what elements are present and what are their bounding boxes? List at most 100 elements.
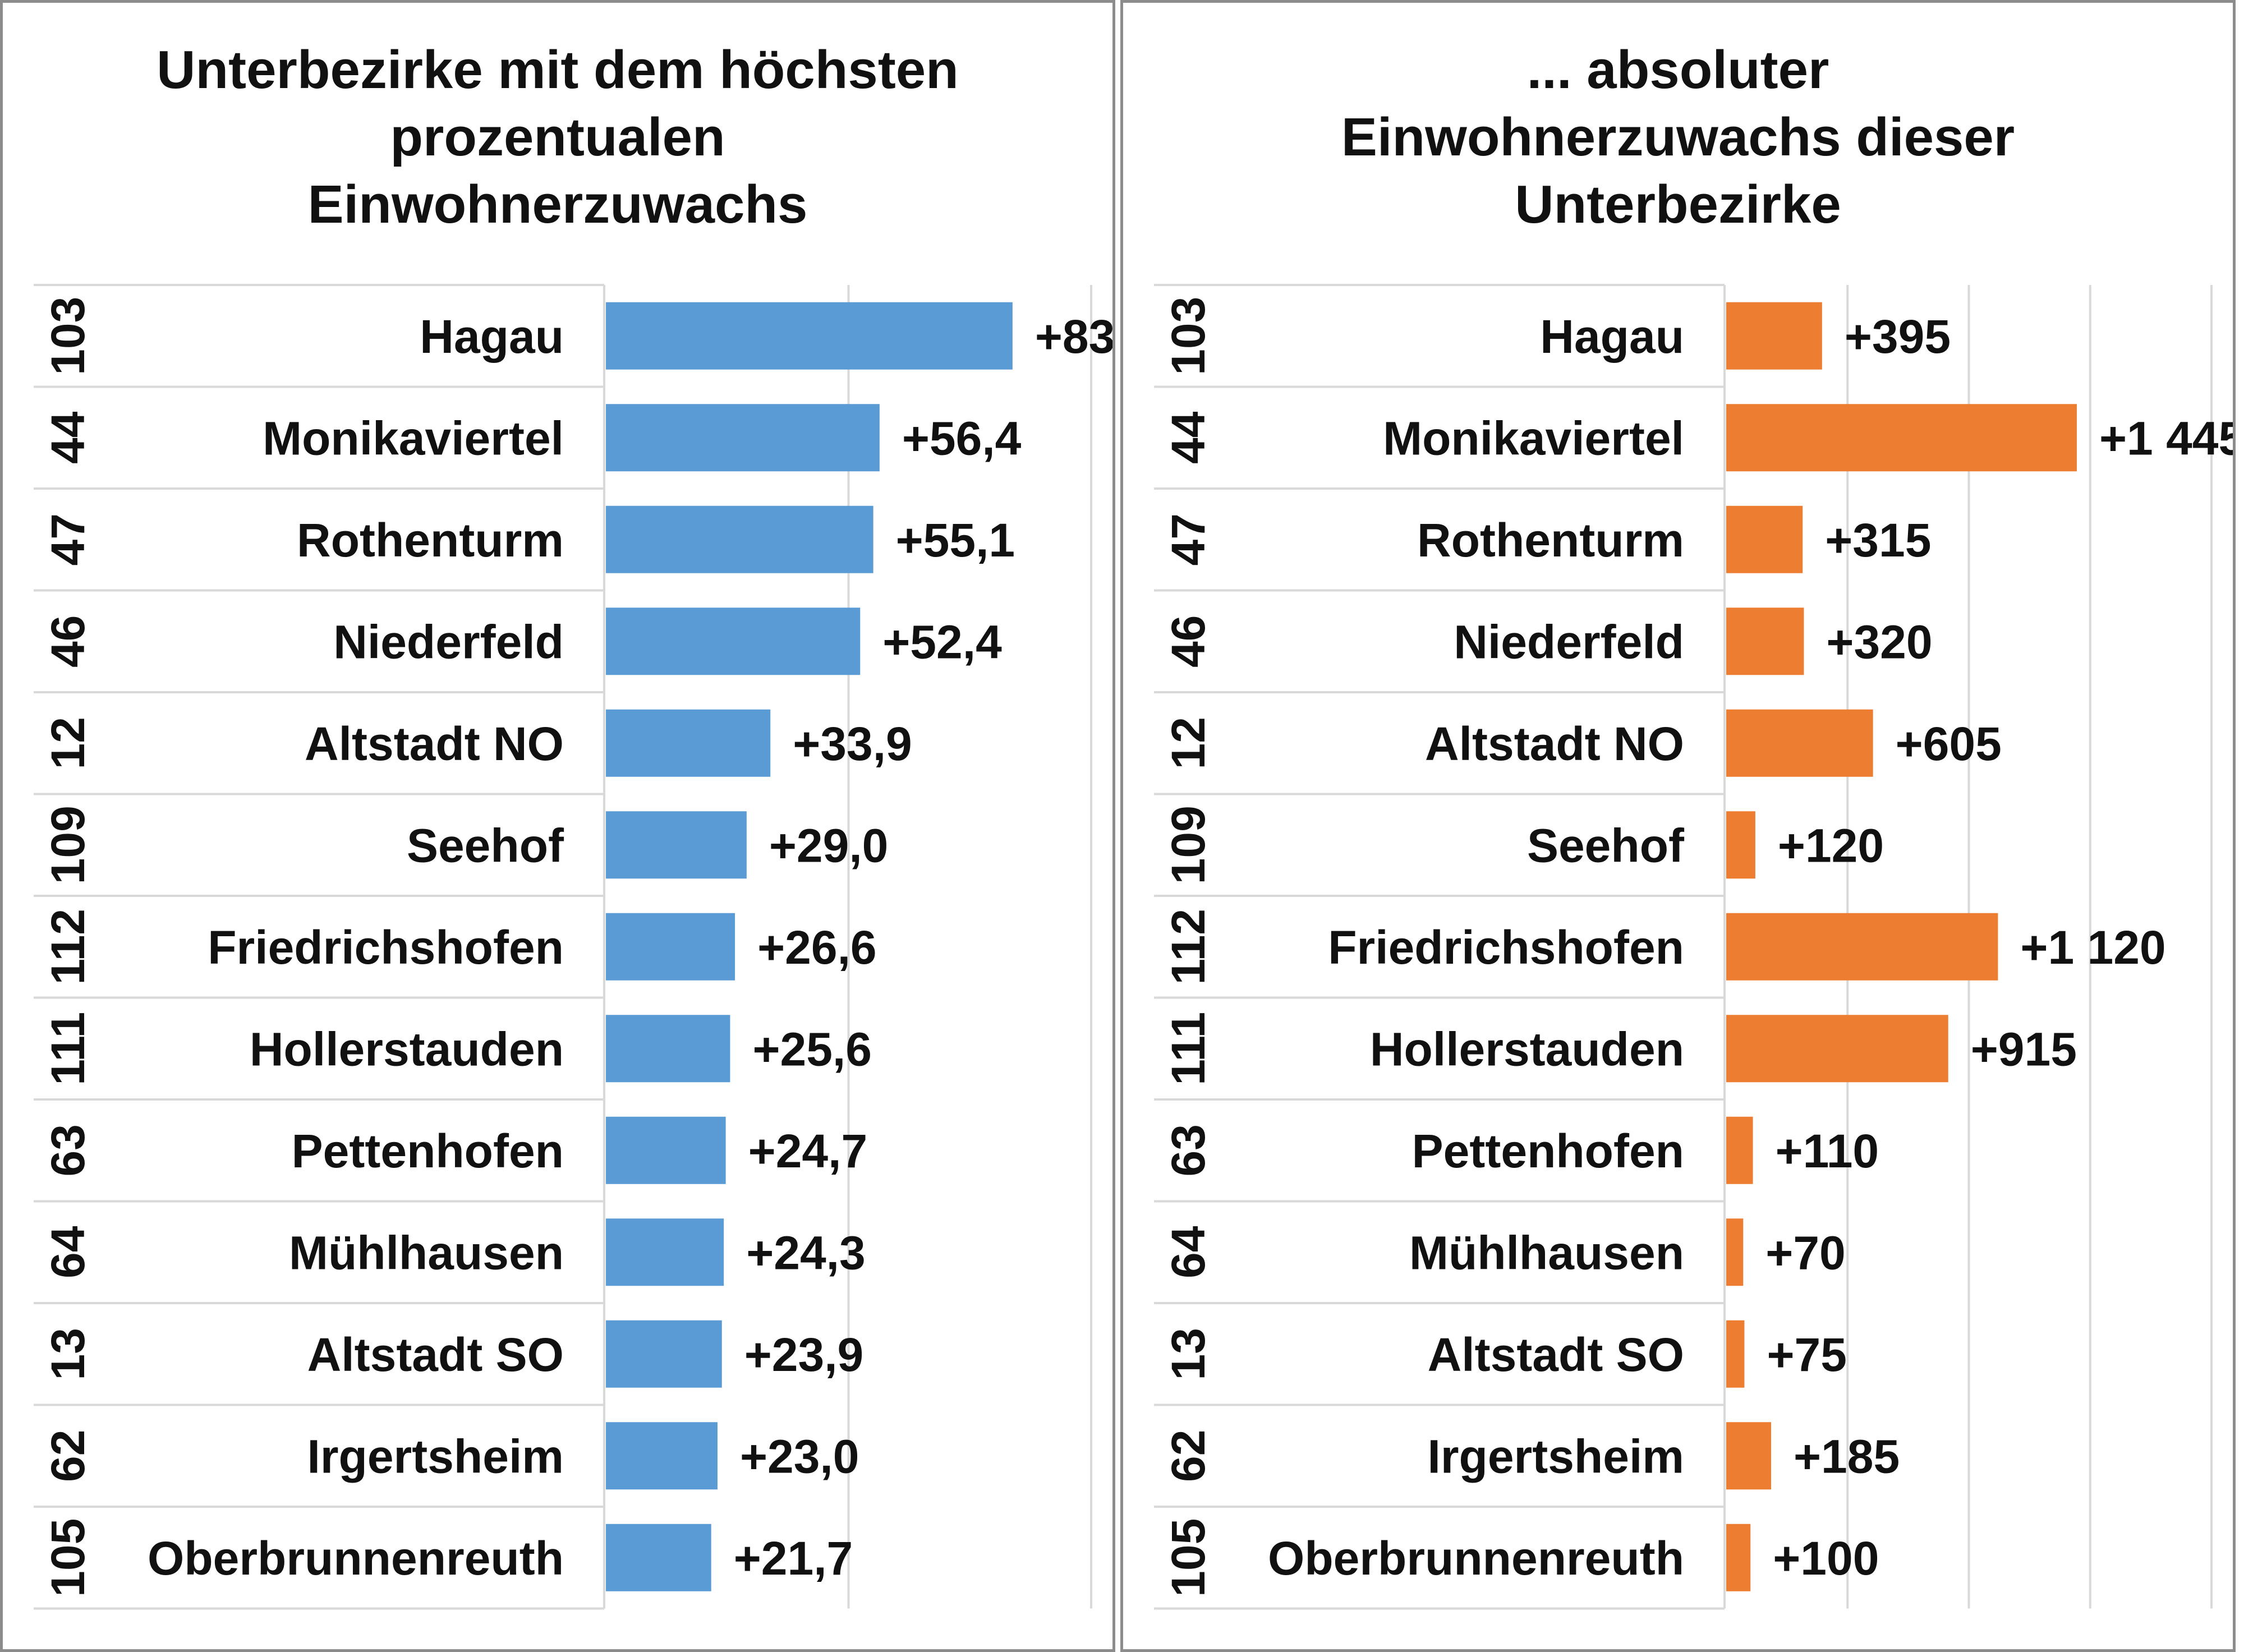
bar (606, 1218, 724, 1286)
district-code: 63 (1162, 1124, 1215, 1176)
bar (606, 811, 747, 879)
category-label: Seehof (1527, 819, 1685, 872)
district-code: 64 (1162, 1226, 1215, 1278)
district-code: 112 (42, 909, 94, 985)
district-code: 47 (42, 513, 94, 565)
district-code: 109 (1162, 806, 1215, 884)
data-label: +185 (1794, 1430, 1900, 1483)
bar (606, 1524, 711, 1591)
district-code: 13 (42, 1328, 94, 1380)
data-label: +110 (1776, 1125, 1879, 1177)
bar (1726, 1422, 1772, 1490)
category-label: Monikaviertel (1383, 412, 1684, 464)
district-code: 47 (1162, 513, 1215, 565)
category-label: Hollerstauden (250, 1023, 564, 1075)
bar (606, 1422, 718, 1490)
bar (606, 709, 771, 777)
category-label: Pettenhofen (292, 1125, 564, 1177)
district-code: 46 (1162, 615, 1215, 668)
category-label: Irgertsheim (307, 1430, 564, 1483)
category-label: Altstadt SO (307, 1328, 564, 1381)
bar (606, 608, 861, 675)
bar (606, 1015, 730, 1083)
data-label: +915 (1971, 1023, 2077, 1075)
district-code: 111 (42, 1012, 94, 1085)
data-label: +120 (1778, 819, 1884, 872)
bar (1726, 302, 1822, 370)
category-label: Altstadt SO (1428, 1328, 1684, 1381)
bar (1726, 811, 1755, 879)
bar (1726, 404, 2077, 472)
chart-panel-absolute: ... absoluter Einwohnerzuwachs dieser Un… (1120, 0, 2236, 1652)
bar (1726, 1218, 1744, 1286)
category-label: Monikaviertel (263, 412, 564, 464)
bar (1726, 1015, 1948, 1083)
bar (606, 404, 880, 472)
bar (1726, 1524, 1751, 1591)
data-label: +395 (1845, 310, 1951, 363)
category-label: Altstadt NO (305, 717, 564, 770)
category-label: Oberbrunnenreuth (1268, 1532, 1684, 1585)
data-label: +25,6 (752, 1023, 872, 1075)
category-label: Mühlhausen (289, 1226, 564, 1279)
district-code: 105 (42, 1518, 94, 1597)
bar (606, 1116, 726, 1184)
chart-title: ... absoluter Einwohnerzuwachs dieser Un… (1341, 40, 2015, 234)
bar (1726, 1116, 1753, 1184)
data-label: +320 (1826, 615, 1932, 668)
district-code: 64 (42, 1226, 94, 1278)
data-label: +315 (1825, 514, 1931, 567)
bar (1726, 505, 1803, 573)
district-code: 109 (42, 806, 94, 884)
bar (1726, 1320, 1745, 1388)
data-label: +55,1 (896, 514, 1015, 567)
data-label: +100 (1773, 1532, 1879, 1585)
district-code: 44 (1162, 411, 1215, 464)
district-code: 12 (1162, 717, 1215, 769)
bar (606, 302, 1013, 370)
district-code: 62 (42, 1430, 94, 1482)
district-code: 112 (1162, 909, 1215, 985)
district-code: 103 (42, 297, 94, 375)
bar (1726, 913, 1998, 981)
absolute-growth-chart: 103 Hagau +395 44 Monikaviertel +1 445 47 Rothe… (1154, 284, 2233, 1610)
chart-panel-percent: Unterbezirke mit dem höchsten prozentual… (0, 0, 1115, 1652)
data-label: +21,7 (734, 1532, 853, 1585)
category-label: Irgertsheim (1428, 1430, 1685, 1483)
data-label: +56,4 (902, 412, 1022, 464)
bar (606, 505, 873, 573)
bar (606, 913, 735, 981)
category-label: Hagau (420, 310, 564, 363)
data-label: +33,9 (793, 717, 912, 770)
percent-growth-chart: 103 Hagau +83,8 44 Monikaviertel +56,4 47 Rothe… (34, 284, 1112, 1610)
category-label: Seehof (407, 819, 564, 872)
category-label: Oberbrunnenreuth (148, 1532, 564, 1585)
data-label: +83,8 (1035, 310, 1112, 363)
category-label: Friedrichshofen (1328, 921, 1684, 974)
category-label: Niederfeld (333, 615, 564, 668)
district-code: 111 (1162, 1012, 1215, 1085)
data-label: +75 (1767, 1328, 1847, 1381)
data-label: +23,9 (744, 1328, 864, 1381)
district-code: 13 (1162, 1328, 1215, 1380)
district-code: 12 (42, 717, 94, 769)
data-label: +1 120 (2020, 921, 2165, 974)
bar (1726, 608, 1804, 675)
district-code: 62 (1162, 1430, 1215, 1482)
category-label: Hollerstauden (1370, 1023, 1684, 1075)
category-label: Hagau (1540, 310, 1684, 363)
district-code: 63 (42, 1124, 94, 1176)
district-code: 46 (42, 615, 94, 668)
bar (1726, 709, 1873, 777)
data-label: +29,0 (769, 819, 889, 872)
category-label: Rothenturm (1417, 514, 1684, 567)
category-label: Mühlhausen (1409, 1226, 1684, 1279)
data-label: +70 (1765, 1226, 1846, 1279)
data-label: +26,6 (757, 921, 877, 974)
data-label: +1 445 (2099, 412, 2233, 464)
data-label: +52,4 (882, 615, 1002, 668)
data-label: +24,7 (748, 1125, 868, 1177)
district-code: 103 (1162, 297, 1215, 375)
district-code: 44 (42, 411, 94, 464)
category-label: Altstadt NO (1425, 717, 1684, 770)
